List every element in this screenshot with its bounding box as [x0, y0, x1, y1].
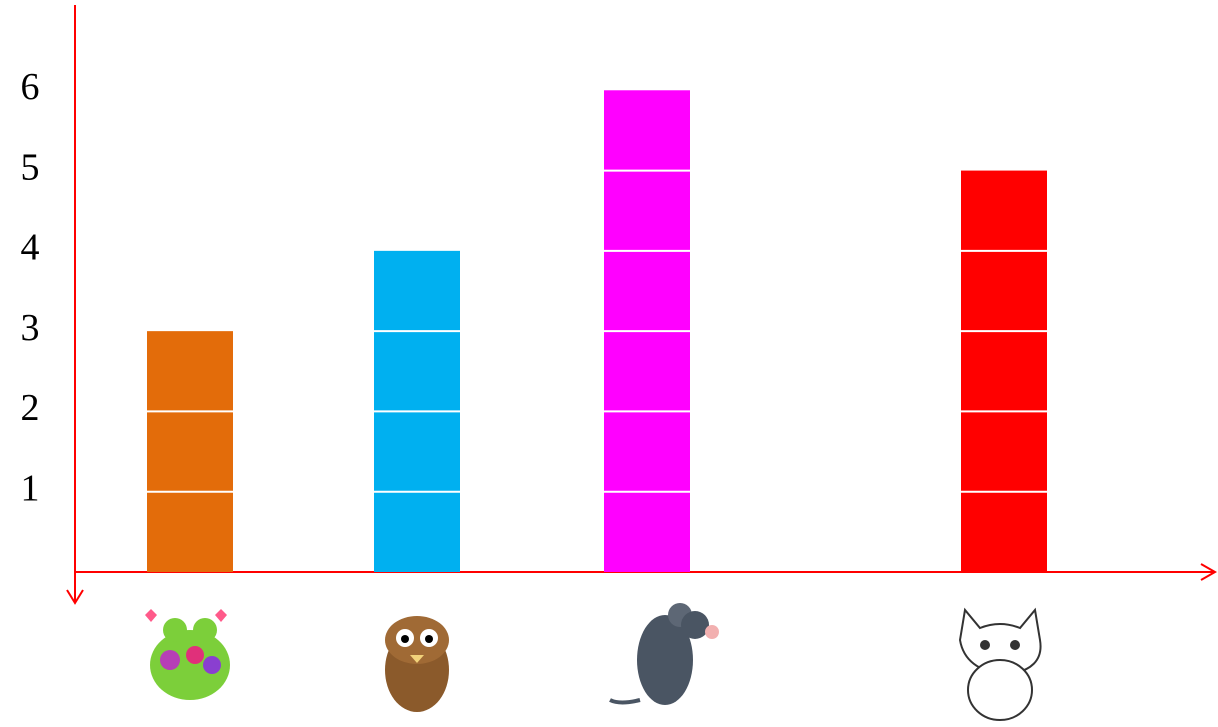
cat-icon	[958, 607, 1042, 721]
y-tick-label: 1	[21, 467, 40, 509]
owl-icon	[385, 616, 449, 712]
y-tick-label: 4	[21, 227, 40, 269]
y-tick-label: 6	[21, 66, 40, 108]
y-axis-arrow	[66, 589, 84, 605]
y-tick-label: 5	[21, 146, 40, 188]
x-axis-arrow	[1200, 563, 1218, 581]
bar	[961, 170, 1047, 573]
y-tick-label: 2	[21, 387, 40, 429]
frog-icon	[145, 609, 230, 700]
y-tick-label: 3	[21, 307, 40, 349]
bar	[147, 331, 233, 572]
icons	[145, 603, 1042, 721]
rat-icon	[609, 603, 719, 705]
